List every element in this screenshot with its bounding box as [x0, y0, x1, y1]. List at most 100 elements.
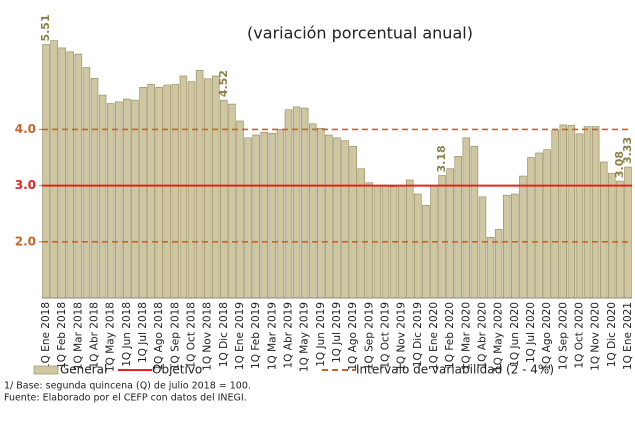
bar [422, 204, 430, 299]
bar [260, 131, 269, 299]
x-tick-label: 1Q Jul 2018 [137, 302, 149, 363]
bar [494, 229, 503, 299]
bar [535, 152, 543, 299]
legend-swatch [33, 365, 59, 375]
x-tick-label: 1Q Ene 2018 [40, 302, 52, 370]
x-tick-label: 1Q Nov 2020 [590, 302, 602, 371]
x-tick-label: 1Q Dic 2020 [606, 302, 618, 367]
x-tick-label: 1Q Abr 2018 [89, 302, 101, 369]
x-tick-label: 1Q Oct 2018 [186, 302, 198, 369]
bar [486, 237, 495, 299]
x-tick-label: 1Q Dic 2019 [412, 302, 424, 367]
x-tick-label: 1Q Ago 2018 [153, 302, 165, 371]
x-tick-label: 1Q Nov 2018 [202, 302, 214, 371]
x-tick-label: 1Q Jul 2020 [525, 302, 537, 363]
bar [405, 179, 414, 299]
y-tick-label: 4.0 [15, 122, 36, 136]
value-label: 3.08 [613, 151, 626, 178]
x-tick-label: 1Q Ago 2020 [541, 302, 553, 371]
bar [284, 109, 293, 299]
x-tick-label: 1Q May 2018 [105, 302, 117, 372]
bar [115, 101, 123, 299]
x-tick-label: 1Q Feb 2019 [250, 302, 262, 369]
legend-label: Objetivo [152, 363, 202, 377]
value-label: 5.51 [39, 14, 52, 41]
x-tick-label: 1Q Jun 2018 [121, 302, 133, 367]
bar [511, 193, 519, 299]
value-label: 3.18 [435, 145, 448, 172]
footnote: Fuente: Elaborado por el CEFP con datos … [4, 393, 247, 404]
bar [478, 196, 487, 299]
bar [212, 75, 220, 299]
bar [179, 75, 188, 299]
bar [446, 168, 454, 299]
bar [616, 180, 624, 299]
bar [454, 156, 462, 299]
x-tick-label: 1Q May 2019 [299, 302, 311, 372]
x-tick-label: 1Q Ene 2019 [234, 302, 246, 370]
bar [470, 145, 479, 299]
bar [462, 137, 471, 299]
bar [357, 168, 365, 299]
bar [244, 137, 252, 299]
bar [349, 145, 357, 299]
bar [228, 103, 236, 299]
bar [341, 140, 349, 299]
bar [591, 126, 600, 299]
x-tick-label: 1Q Abr 2020 [476, 302, 488, 369]
x-tick-label: 1Q Feb 2020 [444, 302, 456, 369]
x-tick-label: 1Q Jun 2020 [509, 302, 521, 367]
bar [90, 77, 99, 299]
bar [203, 78, 212, 299]
x-tick-label: 1Q Abr 2019 [283, 302, 295, 369]
bar [438, 175, 446, 299]
legend-label: General [60, 363, 107, 377]
x-tick-label: 1Q Mar 2018 [72, 302, 84, 370]
value-label: 3.33 [621, 137, 634, 164]
bar [365, 182, 374, 299]
bar [502, 194, 511, 299]
bar [155, 86, 163, 299]
x-tick-label: 1Q May 2020 [493, 302, 505, 372]
bar [292, 106, 301, 299]
bar [147, 84, 155, 299]
bar [414, 193, 422, 299]
bar [171, 84, 180, 299]
bar [608, 172, 616, 299]
bar [139, 86, 147, 299]
x-tick-label: 1Q Sep 2019 [363, 302, 375, 370]
x-tick-label: 1Q Nov 2019 [396, 302, 408, 371]
x-tick-label: 1Q Mar 2019 [266, 302, 278, 370]
y-tick-label: 2.0 [15, 234, 36, 248]
bar [195, 70, 204, 299]
y-tick-label: 3.0 [15, 178, 36, 192]
bar [567, 125, 576, 299]
x-tick-label: 1Q Oct 2019 [379, 302, 391, 369]
bar [106, 103, 115, 299]
chart-title: (variación porcentual anual) [247, 24, 473, 43]
value-label: 4.52 [217, 70, 230, 97]
x-tick-label: 1Q Ene 2021 [622, 302, 634, 370]
footnote: 1/ Base: segunda quincena (Q) de julio 2… [4, 381, 251, 392]
bar [527, 157, 535, 299]
bar [252, 134, 260, 299]
bar [268, 133, 277, 299]
bar [519, 175, 527, 299]
bar [42, 44, 50, 299]
bar [98, 94, 107, 299]
bar [551, 129, 559, 299]
bar [599, 161, 608, 299]
bar [543, 149, 551, 299]
bar [74, 53, 83, 299]
bar [276, 129, 285, 299]
x-tick-label: 1Q Dic 2018 [218, 302, 230, 367]
bar [325, 134, 333, 299]
bar [575, 133, 584, 299]
x-tick-label: 1Q Sep 2020 [557, 302, 569, 370]
bar [583, 126, 592, 299]
bar [624, 166, 632, 299]
x-tick-label: 1Q Mar 2020 [460, 302, 472, 370]
x-tick-label: 1Q Ago 2019 [347, 302, 359, 371]
bar [317, 127, 325, 299]
